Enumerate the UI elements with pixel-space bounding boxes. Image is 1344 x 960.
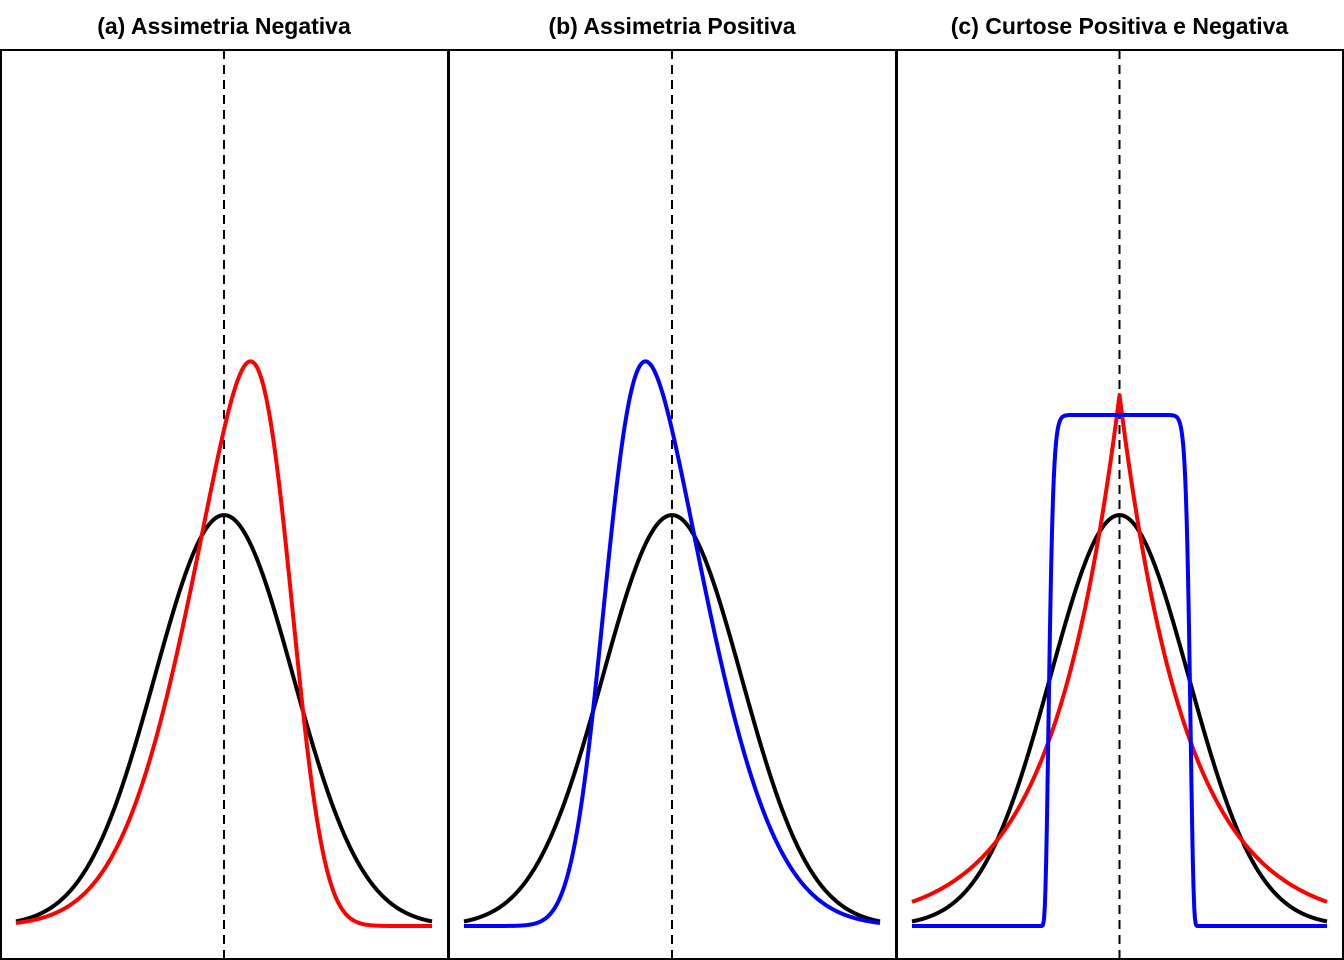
series-line-1 (462, 513, 882, 924)
series-line-2 (910, 393, 1329, 904)
series-line-1 (14, 513, 434, 924)
panel-frame (896, 49, 1344, 960)
series-line-2 (14, 359, 434, 928)
panel-2: (b) Assimetria Positiva (448, 13, 897, 960)
panel-3: (c) Curtose Positiva e Negativa (896, 13, 1344, 960)
panels: (a) Assimetria Negativa (b) Assimetria Po… (0, 13, 1344, 960)
panel-1: (a) Assimetria Negativa (0, 13, 449, 960)
panel-title: (a) Assimetria Negativa (97, 13, 351, 39)
series-line-3 (910, 412, 1329, 928)
panel-title: (c) Curtose Positiva e Negativa (951, 13, 1289, 39)
series-line-1 (910, 513, 1329, 924)
panel-title: (b) Assimetria Positiva (548, 13, 795, 39)
series-line-2 (462, 359, 882, 928)
